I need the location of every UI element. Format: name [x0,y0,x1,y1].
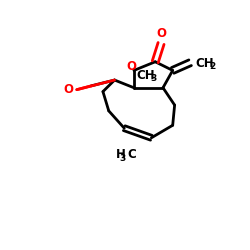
Text: C: C [127,148,136,161]
Text: 3: 3 [119,154,125,162]
Text: H: H [116,148,126,161]
Text: O: O [156,26,166,40]
Text: CH: CH [137,69,156,82]
Text: CH: CH [196,57,214,70]
Text: 2: 2 [210,62,216,71]
Text: 3: 3 [150,74,157,83]
Text: O: O [126,60,136,74]
Text: O: O [64,82,74,96]
